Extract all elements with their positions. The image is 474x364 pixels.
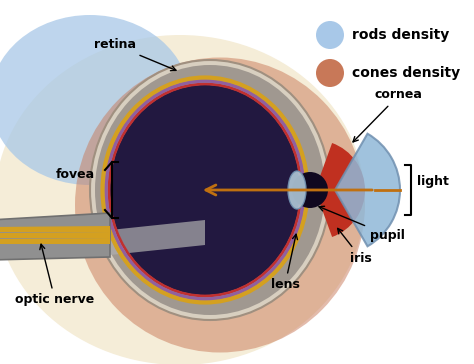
Polygon shape [0, 232, 110, 238]
Text: iris: iris [337, 228, 372, 265]
Text: optic nerve: optic nerve [15, 244, 95, 306]
Text: cornea: cornea [353, 88, 423, 142]
Ellipse shape [90, 60, 330, 320]
Text: fovea: fovea [56, 169, 95, 182]
Circle shape [292, 172, 328, 208]
Wedge shape [315, 143, 365, 237]
Ellipse shape [0, 15, 190, 185]
Ellipse shape [110, 85, 300, 295]
Text: light: light [417, 175, 449, 189]
Ellipse shape [95, 65, 325, 315]
Polygon shape [110, 220, 205, 255]
Polygon shape [0, 213, 110, 260]
Circle shape [316, 59, 344, 87]
Ellipse shape [288, 171, 306, 209]
Text: cones density: cones density [352, 66, 460, 80]
Ellipse shape [0, 35, 365, 364]
Polygon shape [0, 226, 110, 232]
Text: rods density: rods density [352, 28, 449, 42]
Polygon shape [0, 238, 110, 244]
Text: pupil: pupil [319, 206, 405, 241]
Wedge shape [335, 134, 400, 246]
Text: retina: retina [94, 39, 176, 71]
Ellipse shape [75, 58, 365, 352]
Text: lens: lens [271, 234, 300, 292]
Circle shape [316, 21, 344, 49]
